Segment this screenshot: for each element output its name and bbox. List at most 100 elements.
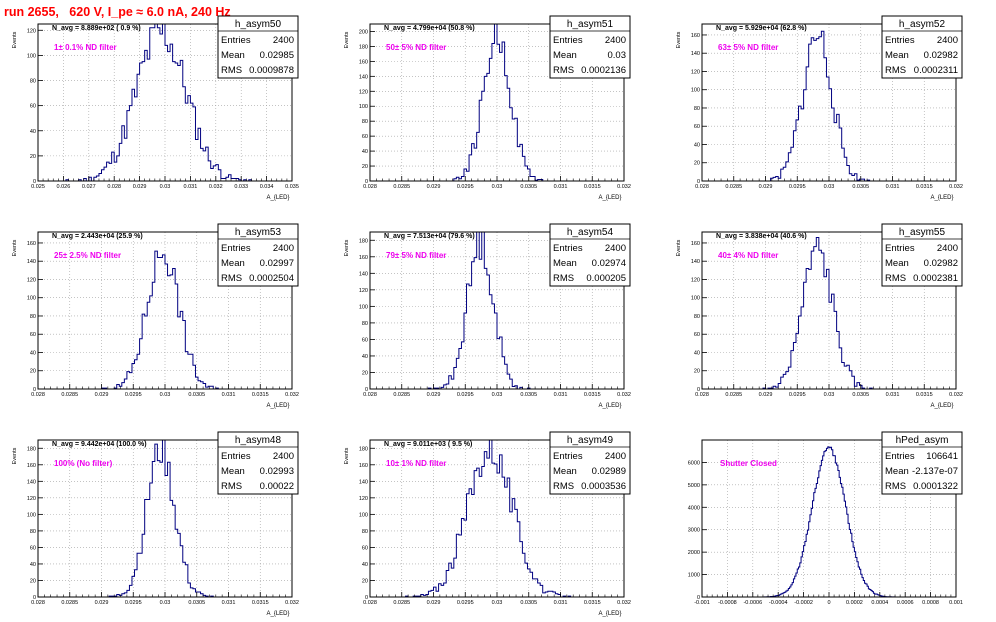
y-tick-label: 140 [27, 479, 36, 485]
stats-label-entries: Entries [221, 35, 251, 46]
stats-box: h_asym54 Entries 2400 Mean 0.02974 RMS 0.00020… [549, 223, 631, 287]
x-tick-label: 0.028 [695, 392, 709, 398]
y-tick-label: 20 [30, 369, 36, 375]
y-tick-label: 0 [33, 179, 36, 185]
filter-label: 10± 1% ND filter [386, 459, 446, 468]
x-tick-label: 0.031 [222, 392, 236, 398]
y-axis-title: Events [344, 239, 350, 256]
x-tick-label: 0.032 [285, 600, 299, 606]
x-tick-label: 0.0285 [61, 392, 78, 398]
stats-label-rms: RMS [885, 65, 906, 76]
x-tick-label: 0.033 [234, 184, 248, 190]
stats-value-rms: 0.0002504 [249, 273, 294, 284]
x-tick-label: 0.03 [160, 600, 171, 606]
stats-value-entries: 2400 [273, 35, 294, 46]
stats-histogram-name: h_asym51 [567, 19, 614, 30]
x-tick-label: 0.0315 [584, 600, 601, 606]
y-tick-label: 0 [697, 387, 700, 393]
x-tick-label: -0.0002 [794, 600, 813, 606]
y-tick-label: 160 [359, 255, 368, 261]
stats-label-entries: Entries [553, 243, 583, 254]
x-tick-label: 0.0305 [520, 392, 537, 398]
x-tick-label: 0.0295 [789, 184, 806, 190]
y-tick-label: 160 [691, 33, 700, 39]
x-tick-label: 0.026 [57, 184, 71, 190]
y-tick-label: 0 [33, 595, 36, 601]
y-axis-title: Events [344, 31, 350, 48]
y-tick-label: 20 [362, 578, 368, 584]
histogram-series [38, 23, 292, 182]
stats-box: h_asym51 Entries 2400 Mean 0.03 RMS 0.0002136 [549, 15, 631, 79]
x-tick-label: 0.032 [209, 184, 223, 190]
stats-box: h_asym48 Entries 2400 Mean 0.02993 RMS 0.00022 [217, 431, 299, 495]
x-tick-label: 0.03 [492, 184, 503, 190]
stats-box-frame [881, 15, 963, 79]
stats-value-rms: 0.0003536 [581, 481, 626, 492]
x-tick-label: 0.03 [824, 184, 835, 190]
y-tick-label: 140 [691, 51, 700, 57]
stats-label-rms: RMS [553, 65, 574, 76]
y-tick-label: 120 [27, 496, 36, 502]
stats-label-entries: Entries [885, 35, 915, 46]
stats-histogram-name: h_asym48 [235, 435, 282, 446]
y-tick-label: 3000 [688, 528, 700, 534]
y-tick-label: 120 [691, 277, 700, 283]
x-axis-title: A_{LED} [598, 611, 621, 617]
y-tick-label: 160 [27, 463, 36, 469]
stats-value-entries: 2400 [273, 243, 294, 254]
stats-label-rms: RMS [221, 481, 242, 492]
x-tick-label: 0.0004 [871, 600, 888, 606]
y-tick-label: 40 [30, 562, 36, 568]
stats-value-mean: 0.03 [608, 50, 627, 61]
x-tick-label: -0.0008 [718, 600, 737, 606]
x-tick-label: 0.0315 [252, 600, 269, 606]
y-tick-label: 60 [362, 337, 368, 343]
y-tick-label: 60 [30, 545, 36, 551]
stats-label-rms: RMS [553, 481, 574, 492]
x-tick-label: 0.0305 [188, 392, 205, 398]
x-tick-label: 0.0295 [457, 600, 474, 606]
stats-label-rms: RMS [553, 273, 574, 284]
y-tick-label: 180 [359, 446, 368, 452]
stats-value-mean: 0.02982 [924, 50, 958, 61]
y-tick-label: 20 [694, 161, 700, 167]
histogram-panel-h_asym53: 0.028 0.0285 0.029 0.0295 0.03 0.0305 0.031 0.0… [12, 223, 299, 409]
x-tick-label: 0.0006 [897, 600, 914, 606]
stats-value-mean: 0.02982 [924, 258, 958, 269]
stats-value-mean: 0.02993 [260, 466, 294, 477]
x-tick-label: 0.027 [82, 184, 96, 190]
stats-value-rms: 0.0009878 [249, 65, 294, 76]
x-tick-label: 0.0285 [393, 184, 410, 190]
x-tick-label: 0.0295 [457, 184, 474, 190]
x-tick-label: 0.031 [184, 184, 198, 190]
x-tick-label: 0.0305 [852, 392, 869, 398]
y-tick-label: 100 [691, 296, 700, 302]
n-avg-label: N_avg = 4.799e+04 (50.8 %) [384, 25, 475, 32]
y-tick-label: 140 [359, 271, 368, 277]
y-tick-label: 80 [694, 106, 700, 112]
stats-label-mean: Mean [221, 466, 245, 477]
x-axis-title: A_{LED} [930, 403, 953, 409]
y-tick-label: 120 [359, 496, 368, 502]
stats-value-entries: 2400 [605, 451, 626, 462]
x-tick-label: 0.0305 [520, 184, 537, 190]
stats-histogram-name: h_asym52 [899, 19, 946, 30]
x-tick-label: 0.032 [949, 184, 963, 190]
stats-label-mean: Mean [553, 466, 577, 477]
x-tick-label: 0.0315 [252, 392, 269, 398]
x-tick-label: 0 [827, 600, 830, 606]
y-tick-label: 60 [30, 104, 36, 110]
y-tick-label: 40 [30, 129, 36, 135]
stats-box-frame [217, 223, 299, 287]
x-tick-label: 0.0295 [457, 392, 474, 398]
y-tick-label: 20 [694, 369, 700, 375]
stats-box-frame [881, 431, 963, 495]
x-tick-label: 0.032 [949, 392, 963, 398]
x-tick-label: 0.029 [133, 184, 147, 190]
y-tick-label: 40 [362, 354, 368, 360]
y-tick-label: 120 [359, 288, 368, 294]
x-tick-label: -0.001 [694, 600, 710, 606]
stats-value-mean: 0.02997 [260, 258, 294, 269]
histogram-panel-h_asym52: 0.028 0.0285 0.029 0.0295 0.03 0.0305 0.031 0.0… [676, 15, 963, 201]
